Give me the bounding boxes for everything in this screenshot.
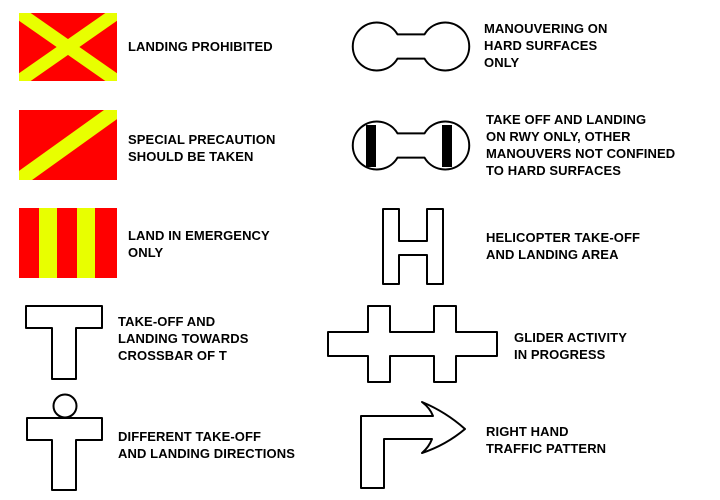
double-white-cross-icon: [327, 305, 498, 383]
red-panel-yellow-diagonal-cross-icon: [19, 13, 117, 81]
letter-h-icon: [382, 208, 444, 285]
right-hand-arrow-icon: [360, 401, 466, 489]
label-hard-surfaces-only: MANOUVERING ON HARD SURFACES ONLY: [484, 21, 608, 70]
label-land-in-emergency: LAND IN EMERGENCY ONLY: [128, 228, 270, 260]
label-landing-t: TAKE-OFF AND LANDING TOWARDS CROSSBAR OF…: [118, 314, 249, 363]
dumb-bell-icon: [351, 21, 471, 72]
label-special-precaution: SPECIAL PRECAUTION SHOULD BE TAKEN: [128, 132, 276, 164]
label-different-directions: DIFFERENT TAKE-OFF AND LANDING DIRECTION…: [118, 429, 295, 461]
red-panel-yellow-single-diagonal-icon: [19, 110, 117, 180]
label-right-hand-traffic: RIGHT HAND TRAFFIC PATTERN: [486, 424, 607, 456]
dumb-bell-black-bars-icon: [351, 120, 471, 171]
red-panel-yellow-vertical-stripes-icon: [19, 208, 117, 278]
label-landing-prohibited: LANDING PROHIBITED: [128, 39, 273, 54]
landing-t-icon: [25, 305, 103, 380]
label-helicopter-area: HELICOPTER TAKE-OFF AND LANDING AREA: [486, 230, 641, 262]
label-rwy-only: TAKE OFF AND LANDING ON RWY ONLY, OTHER …: [486, 112, 676, 178]
landing-t-with-disc-icon: [26, 393, 103, 491]
label-glider-activity: GLIDER ACTIVITY IN PROGRESS: [514, 330, 627, 362]
